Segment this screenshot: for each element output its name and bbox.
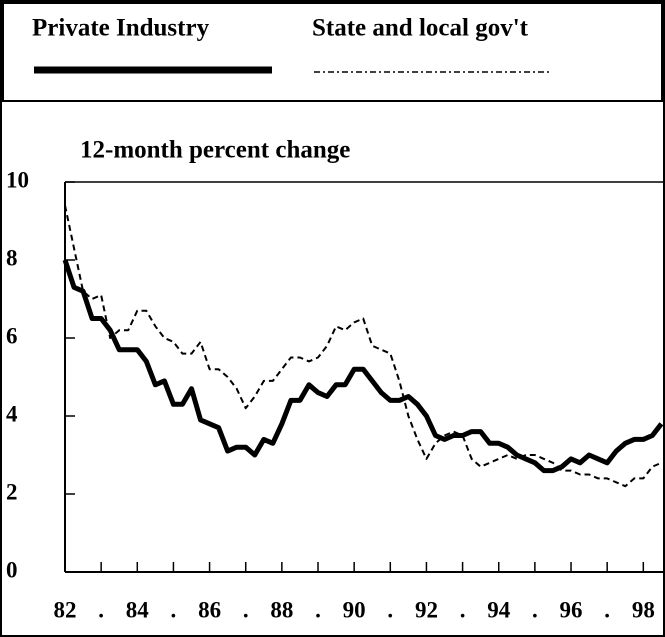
legend-label: Private Industry — [32, 15, 210, 42]
y-tick-label: 8 — [6, 245, 18, 270]
x-tick-label: 90 — [343, 597, 366, 622]
line-series — [62, 259, 664, 474]
y-tick-label: 10 — [6, 167, 29, 192]
y-tick-label: 2 — [6, 479, 18, 504]
line-series — [64, 205, 662, 488]
x-tick-label: . — [98, 597, 104, 622]
x-tick-label: . — [315, 597, 321, 622]
x-tick-label: 84 — [126, 597, 150, 622]
x-tick-label: 94 — [487, 597, 511, 622]
x-tick-label: 82 — [54, 597, 77, 622]
x-tick-label: 98 — [632, 597, 655, 622]
x-tick-label: . — [532, 597, 538, 622]
x-tick-label: 96 — [560, 597, 583, 622]
legend-box — [2, 2, 663, 102]
x-tick-label: . — [604, 597, 610, 622]
y-tick-label: 0 — [6, 557, 18, 582]
x-tick-label: . — [460, 597, 466, 622]
y-tick-label: 6 — [6, 323, 18, 348]
x-tick-label: . — [171, 597, 177, 622]
y-tick-label: 4 — [6, 401, 18, 426]
legend-label: State and local gov't — [312, 15, 529, 42]
x-tick-label: 88 — [270, 597, 293, 622]
x-tick-label: . — [243, 597, 249, 622]
chart-title: 12-month percent change — [80, 137, 350, 164]
x-tick-label: 86 — [198, 597, 221, 622]
x-tick-label: . — [387, 597, 393, 622]
x-tick-label: 92 — [415, 597, 438, 622]
